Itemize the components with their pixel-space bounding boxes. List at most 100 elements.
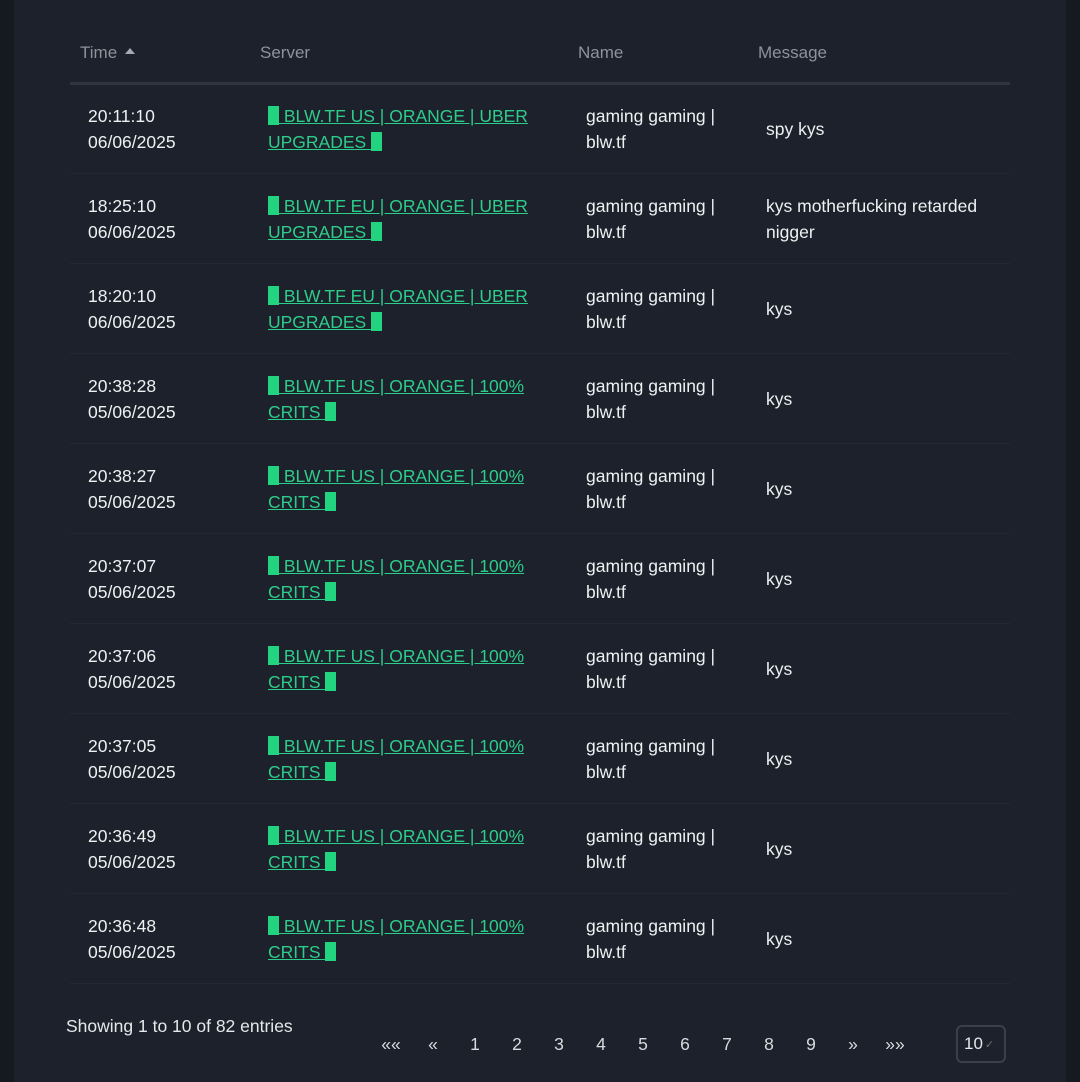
table-row: 20:36:48 05/06/2025 BLW.TF US | ORANGE | … <box>70 894 1010 984</box>
block-glyph-icon <box>325 941 337 961</box>
page-button[interactable]: 2 <box>512 1033 522 1054</box>
server-cell: BLW.TF EU | ORANGE | UBER UPGRADES <box>250 174 568 264</box>
message-cell: kys <box>766 568 793 589</box>
page-button[interactable]: 3 <box>554 1033 564 1054</box>
page-button[interactable]: 7 <box>722 1033 732 1054</box>
time-cell: 20:36:49 05/06/2025 <box>70 804 250 894</box>
time-cell: 20:11:10 06/06/2025 <box>70 84 250 174</box>
player-name-cell: gaming gaming | blw.tf <box>586 645 716 692</box>
page-button[interactable]: 8 <box>764 1033 774 1054</box>
server-cell: BLW.TF EU | ORANGE | UBER UPGRADES <box>250 264 568 354</box>
server-link[interactable]: BLW.TF US | ORANGE | UBER UPGRADES <box>268 106 528 152</box>
player-name-cell: gaming gaming | blw.tf <box>586 915 716 962</box>
server-link[interactable]: BLW.TF EU | ORANGE | UBER UPGRADES <box>268 285 528 332</box>
page-button[interactable]: 6 <box>680 1033 690 1054</box>
message-cell: kys <box>766 298 793 319</box>
server-link[interactable]: BLW.TF US | ORANGE | 100% CRITS <box>268 645 525 692</box>
server-cell: BLW.TF US | ORANGE | UBER UPGRADES <box>250 84 568 174</box>
per-page-select[interactable]: 10 ✓ <box>956 1025 1006 1063</box>
time-value: 20:36:48 <box>88 915 157 936</box>
time-value: 18:25:10 <box>88 195 157 216</box>
server-link[interactable]: BLW.TF US | ORANGE | 100% CRITS <box>268 825 525 872</box>
message-cell: kys <box>766 658 793 679</box>
block-glyph-icon <box>268 555 279 575</box>
column-header-server[interactable]: Server <box>250 24 568 85</box>
page-button[interactable]: »» <box>885 1033 905 1054</box>
date-value: 05/06/2025 <box>88 671 176 692</box>
time-cell: 20:37:07 05/06/2025 <box>70 534 250 624</box>
block-glyph-icon <box>268 735 279 755</box>
column-header-name[interactable]: Name <box>568 24 748 85</box>
time-value: 20:38:28 <box>88 375 157 396</box>
column-header-time[interactable]: Time <box>70 24 250 85</box>
server-cell: BLW.TF US | ORANGE | 100% CRITS <box>250 534 568 624</box>
page-button[interactable]: » <box>848 1033 858 1054</box>
table-row: 18:20:10 06/06/2025 BLW.TF EU | ORANGE | … <box>70 264 1010 354</box>
block-glyph-icon <box>325 491 337 511</box>
time-cell: 20:38:28 05/06/2025 <box>70 354 250 444</box>
block-glyph-icon <box>325 761 337 781</box>
page-button[interactable]: «« <box>381 1033 401 1054</box>
entries-info: Showing 1 to 10 of 82 entries <box>66 1016 293 1036</box>
block-glyph-icon <box>325 851 337 871</box>
player-name-cell: gaming gaming | blw.tf <box>586 195 716 242</box>
server-link[interactable]: BLW.TF US | ORANGE | 100% CRITS <box>268 915 525 962</box>
time-value: 20:11:10 <box>88 106 155 126</box>
page-button[interactable]: 5 <box>638 1033 648 1054</box>
block-glyph-icon <box>268 285 279 305</box>
server-cell: BLW.TF US | ORANGE | 100% CRITS <box>250 894 568 984</box>
block-glyph-icon <box>268 645 279 665</box>
table-row: 20:37:07 05/06/2025 BLW.TF US | ORANGE | … <box>70 534 1010 624</box>
block-glyph-icon <box>325 581 337 601</box>
pagination: «« «1 2 3 4 5 6 7 8 9»»» <box>370 1028 916 1060</box>
page-button[interactable]: « <box>428 1033 438 1054</box>
message-cell: kys <box>766 928 793 949</box>
block-glyph-icon <box>268 375 279 395</box>
block-glyph-icon <box>268 915 279 935</box>
message-cell: spy kys <box>766 119 825 139</box>
table-row: 20:11:10 06/06/2025 BLW.TF US | ORANGE | … <box>70 84 1010 174</box>
table-row: 20:37:05 05/06/2025 BLW.TF US | ORANGE | … <box>70 714 1010 804</box>
message-cell: kys <box>766 838 793 859</box>
column-header-message[interactable]: Message <box>748 24 1010 85</box>
sort-ascending-icon[interactable] <box>125 47 136 54</box>
time-cell: 20:38:27 05/06/2025 <box>70 444 250 534</box>
page-button[interactable]: 9 <box>806 1033 816 1054</box>
table-header-row: Time Server Name Message <box>70 24 1010 85</box>
message-cell: kys motherfucking retarded nigger <box>766 195 978 242</box>
server-link[interactable]: BLW.TF US | ORANGE | 100% CRITS <box>268 465 525 512</box>
time-cell: 20:37:06 05/06/2025 <box>70 624 250 714</box>
message-cell: kys <box>766 388 793 409</box>
time-value: 20:38:27 <box>88 465 157 486</box>
date-value: 05/06/2025 <box>88 761 176 782</box>
server-link[interactable]: BLW.TF US | ORANGE | 100% CRITS <box>268 735 525 782</box>
player-name-cell: gaming gaming | blw.tf <box>586 735 716 782</box>
server-cell: BLW.TF US | ORANGE | 100% CRITS <box>250 354 568 444</box>
date-value: 05/06/2025 <box>88 581 176 602</box>
page-button[interactable]: 4 <box>596 1033 606 1054</box>
table-row: 18:25:10 06/06/2025 BLW.TF EU | ORANGE | … <box>70 174 1010 264</box>
date-value: 06/06/2025 <box>88 221 176 242</box>
date-value: 05/06/2025 <box>88 851 176 872</box>
time-cell: 20:37:05 05/06/2025 <box>70 714 250 804</box>
date-value: 05/06/2025 <box>88 401 176 422</box>
player-name-cell: gaming gaming | blw.tf <box>586 555 716 602</box>
time-value: 18:20:10 <box>88 285 157 306</box>
date-value: 06/06/2025 <box>88 132 176 152</box>
block-glyph-icon <box>371 311 383 331</box>
server-link[interactable]: BLW.TF US | ORANGE | 100% CRITS <box>268 555 525 602</box>
date-value: 05/06/2025 <box>88 941 176 962</box>
server-link[interactable]: BLW.TF EU | ORANGE | UBER UPGRADES <box>268 195 528 242</box>
block-glyph-icon <box>325 401 337 421</box>
table-row: 20:38:27 05/06/2025 BLW.TF US | ORANGE | … <box>70 444 1010 534</box>
table-row: 20:38:28 05/06/2025 BLW.TF US | ORANGE | … <box>70 354 1010 444</box>
table-row: 20:37:06 05/06/2025 BLW.TF US | ORANGE | … <box>70 624 1010 714</box>
server-cell: BLW.TF US | ORANGE | 100% CRITS <box>250 804 568 894</box>
block-glyph-icon <box>371 132 383 151</box>
server-link[interactable]: BLW.TF US | ORANGE | 100% CRITS <box>268 375 525 422</box>
time-cell: 18:25:10 06/06/2025 <box>70 174 250 264</box>
block-glyph-icon <box>268 465 279 485</box>
time-value: 20:36:49 <box>88 825 157 846</box>
page-button[interactable]: 1 <box>470 1033 480 1054</box>
time-value: 20:37:05 <box>88 735 157 756</box>
